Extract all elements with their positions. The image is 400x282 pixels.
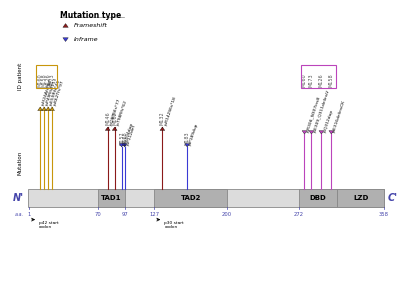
Text: Frameshift: Frameshift bbox=[74, 23, 107, 28]
Text: C': C' bbox=[388, 193, 398, 203]
Bar bbox=[154, 189, 227, 207]
Text: p.K62Tfs*97: p.K62Tfs*97 bbox=[53, 80, 65, 106]
Text: 127: 127 bbox=[149, 212, 160, 217]
Text: p.P49Rfs*111: p.P49Rfs*111 bbox=[45, 77, 58, 106]
Text: 97: 97 bbox=[121, 212, 128, 217]
Text: 358: 358 bbox=[379, 212, 389, 217]
Text: M173: M173 bbox=[309, 74, 314, 87]
Text: p.E309_Q311delinsV: p.E309_Q311delinsV bbox=[312, 89, 330, 133]
Text: M146: M146 bbox=[105, 111, 110, 125]
Text: p.G104dup: p.G104dup bbox=[123, 122, 134, 146]
Text: TAD1: TAD1 bbox=[101, 195, 122, 201]
Polygon shape bbox=[119, 144, 124, 147]
Polygon shape bbox=[319, 131, 324, 134]
Polygon shape bbox=[122, 144, 127, 147]
Text: p.Q312dup: p.Q312dup bbox=[322, 109, 334, 133]
Text: 1: 1 bbox=[28, 212, 31, 217]
Text: M183: M183 bbox=[185, 131, 190, 145]
Text: N': N' bbox=[13, 193, 24, 203]
Text: p.T98Rfs*62: p.T98Rfs*62 bbox=[116, 99, 128, 126]
Text: M168: M168 bbox=[122, 131, 127, 145]
Text: p30 start
codon: p30 start codon bbox=[164, 221, 184, 229]
Polygon shape bbox=[42, 107, 46, 111]
Text: M162: M162 bbox=[112, 111, 117, 125]
Bar bbox=[300, 65, 336, 88]
Text: p.E59Rfs*45: p.E59Rfs*45 bbox=[49, 79, 61, 106]
Polygon shape bbox=[38, 107, 42, 111]
Text: DBD: DBD bbox=[310, 195, 326, 201]
Text: Mutation: Mutation bbox=[18, 151, 23, 175]
Text: M132: M132 bbox=[160, 111, 165, 125]
Text: M173: M173 bbox=[50, 74, 54, 87]
Text: p.P189dup: p.P189dup bbox=[188, 122, 199, 146]
Text: a.a.: a.a. bbox=[15, 212, 24, 217]
Text: p.P112del: p.P112del bbox=[126, 124, 136, 146]
Polygon shape bbox=[160, 127, 165, 131]
Text: p.R306_N307ins8: p.R306_N307ins8 bbox=[306, 96, 321, 133]
Bar bbox=[98, 189, 125, 207]
Text: Mutation type: Mutation type bbox=[60, 11, 121, 20]
Polygon shape bbox=[63, 38, 68, 41]
Text: TAD2: TAD2 bbox=[180, 195, 201, 201]
Text: Inframe: Inframe bbox=[74, 37, 98, 42]
Text: p.E316delinsCK: p.E316delinsCK bbox=[332, 100, 347, 133]
Polygon shape bbox=[50, 107, 54, 111]
Polygon shape bbox=[329, 131, 334, 134]
Text: p.H24Afs*84: p.H24Afs*84 bbox=[41, 79, 53, 106]
Text: LZD: LZD bbox=[353, 195, 368, 201]
Text: 70: 70 bbox=[94, 212, 101, 217]
Polygon shape bbox=[185, 144, 190, 147]
Text: M126: M126 bbox=[319, 74, 324, 87]
Text: p.Q80S6s*77: p.Q80S6s*77 bbox=[109, 98, 121, 126]
Text: 200: 200 bbox=[222, 212, 232, 217]
Text: p.R142S6s*18: p.R142S6s*18 bbox=[163, 96, 177, 126]
Bar bbox=[36, 65, 57, 88]
Text: 272: 272 bbox=[294, 212, 304, 217]
Text: M160: M160 bbox=[38, 74, 43, 87]
Polygon shape bbox=[105, 127, 110, 131]
Bar bbox=[298, 189, 337, 207]
Bar bbox=[337, 189, 384, 207]
Polygon shape bbox=[309, 131, 314, 134]
Polygon shape bbox=[302, 131, 307, 134]
Text: p42 start
codon: p42 start codon bbox=[39, 221, 59, 229]
Text: M157: M157 bbox=[119, 131, 124, 145]
Polygon shape bbox=[46, 107, 50, 111]
Text: M126: M126 bbox=[46, 74, 50, 87]
Text: M158: M158 bbox=[329, 74, 334, 87]
Text: ID patient: ID patient bbox=[18, 63, 23, 91]
Polygon shape bbox=[63, 24, 68, 27]
Bar bbox=[28, 189, 384, 207]
Polygon shape bbox=[112, 127, 117, 131]
Text: M158: M158 bbox=[42, 74, 47, 87]
Text: M160: M160 bbox=[302, 74, 307, 87]
